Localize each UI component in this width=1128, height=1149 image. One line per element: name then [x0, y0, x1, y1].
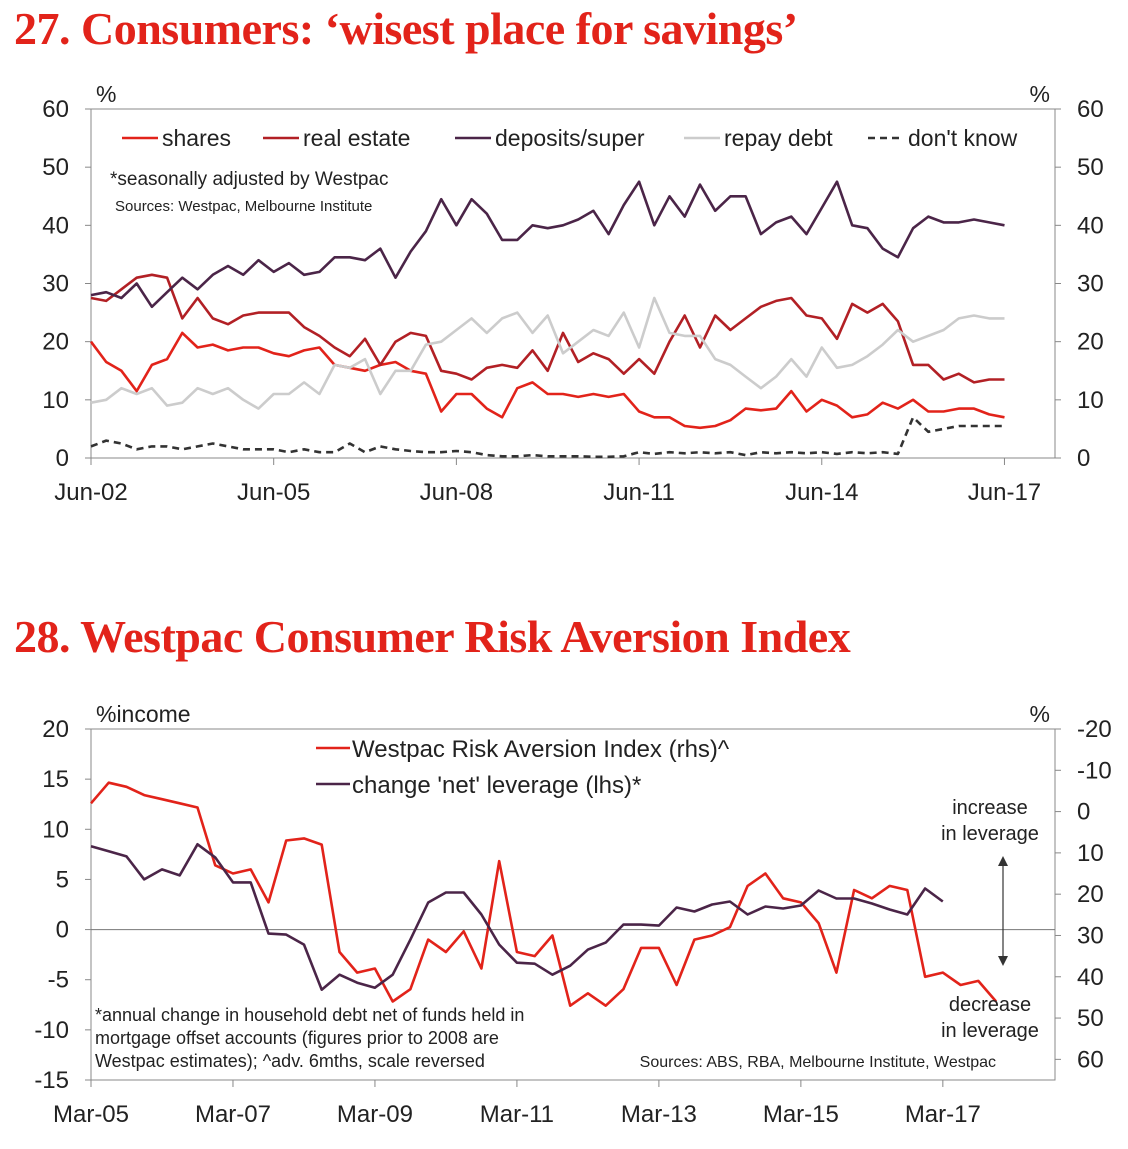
chart2-plot-frame [90, 728, 1056, 1081]
chart1-legend-label: don't know [908, 125, 1018, 151]
chart1-ytick-label-left: 40 [42, 212, 69, 239]
chart1-legend-label: deposits/super [495, 125, 645, 151]
chart1-series-real-estate [90, 273, 1005, 384]
chart2-xtick-label: Mar-17 [905, 1101, 981, 1128]
chart1-xtick-label: Jun-17 [968, 479, 1041, 506]
chart2-note-line: mortgage offset accounts (figures prior … [95, 1028, 499, 1048]
chart2-series-net-leverage [90, 843, 944, 991]
chart1-ytick-label-right: 40 [1077, 212, 1104, 239]
chart1-right-unit: % [1030, 81, 1050, 107]
chart1-ytick-label-right: 30 [1077, 271, 1104, 298]
chart2-ytick-label-left: -15 [34, 1067, 69, 1094]
chart2-series-risk-aversion [90, 781, 998, 1007]
chart2-annotation-increase: increase [952, 797, 1028, 819]
chart2-ytick-label-left: 10 [42, 816, 69, 843]
chart2-ytick-label-right: 30 [1077, 922, 1104, 949]
chart2-xtick-label: Mar-07 [195, 1101, 271, 1128]
chart1-legend-label: real estate [303, 125, 410, 151]
chart2-ytick-label-left: 15 [42, 766, 69, 793]
chart2-arrow-up-head [998, 856, 1008, 866]
chart1-note: *seasonally adjusted by Westpac [110, 169, 388, 190]
chart2-xtick-label: Mar-11 [480, 1101, 554, 1128]
chart1-ytick-label-right: 50 [1077, 154, 1104, 181]
chart2-legend-label: Westpac Risk Aversion Index (rhs)^ [352, 736, 730, 763]
chart2-ytick-label-right: -20 [1077, 716, 1112, 743]
chart2-ytick-label-right: 20 [1077, 881, 1104, 908]
chart2-left-unit: %income [96, 701, 191, 727]
chart1-series-don-t-know [90, 416, 1005, 459]
chart2-title: 28. Westpac Consumer Risk Aversion Index [14, 611, 851, 662]
chart2-note-line: *annual change in household debt net of … [95, 1005, 524, 1025]
chart1-ytick-label-left: 30 [42, 271, 69, 298]
chart2-right-unit: % [1030, 701, 1050, 727]
chart1-ytick-label-left: 20 [42, 329, 69, 356]
chart2-xtick-label: Mar-05 [53, 1101, 129, 1128]
chart1-xtick-label: Jun-14 [785, 479, 858, 506]
chart1-ytick-label-right: 0 [1077, 445, 1090, 472]
chart2-xtick-label: Mar-15 [763, 1101, 839, 1128]
chart1-ytick-label-left: 60 [42, 96, 69, 123]
chart2-legend-label: change 'net' leverage (lhs)* [352, 772, 641, 799]
chart2-ytick-label-left: 20 [42, 716, 69, 743]
chart2-ytick-label-left: 0 [56, 917, 69, 944]
chart1-savings: 0 0 10 10 20 20 30 30 40 40 50 50 60 60 Jun-02 Jun-05 Ju… [42, 81, 1104, 506]
chart1-xtick-label: Jun-08 [420, 479, 493, 506]
chart2-xtick-label: Mar-09 [337, 1101, 413, 1128]
chart2-note-line: Westpac estimates); ^adv. 6mths, scale r… [95, 1051, 485, 1071]
chart1-ytick-label-left: 0 [56, 445, 69, 472]
chart2-ytick-label-right: 0 [1077, 799, 1090, 826]
chart1-series-shares [89, 331, 1005, 430]
chart1-xtick-label: Jun-05 [237, 479, 310, 506]
chart2-ytick-label-left: -5 [48, 967, 69, 994]
chart1-xtick-label: Jun-11 [603, 479, 675, 506]
chart1-legend-label: repay debt [724, 125, 833, 151]
chart2-arrow-down-head [998, 956, 1008, 966]
chart2-ytick-label-right: 60 [1077, 1046, 1104, 1073]
chart1-ytick-label-right: 60 [1077, 96, 1104, 123]
chart2-annotation-decrease: in leverage [941, 1020, 1039, 1042]
chart1-ytick-label-right: 20 [1077, 329, 1104, 356]
chart1-ytick-label-left: 50 [42, 154, 69, 181]
chart1-xtick-label: Jun-02 [54, 479, 127, 506]
chart1-sources: Sources: Westpac, Melbourne Institute [115, 198, 372, 215]
chart2-annotation-increase: in leverage [941, 823, 1039, 845]
chart1-title: 27. Consumers: ‘wisest place for savings… [14, 3, 798, 54]
chart1-left-unit: % [96, 81, 116, 107]
chart2-ytick-label-right: -10 [1077, 757, 1112, 784]
chart1-series-deposits-super [90, 180, 1005, 309]
chart1-ytick-label-left: 10 [42, 387, 69, 414]
chart2-sources: Sources: ABS, RBA, Melbourne Institute, … [640, 1054, 996, 1071]
chart1-legend-label: shares [162, 125, 231, 151]
chart1-ytick-label-right: 10 [1077, 387, 1104, 414]
chart2-ytick-label-right: 50 [1077, 1005, 1104, 1032]
chart2-ytick-label-right: 10 [1077, 840, 1104, 867]
chart1-series-repay-debt [90, 296, 1005, 410]
chart2-annotation-decrease: decrease [949, 994, 1031, 1016]
chart2-ytick-label-right: 40 [1077, 964, 1104, 991]
chart2-ytick-label-left: 5 [56, 866, 69, 893]
chart2-ytick-label-left: -10 [34, 1017, 69, 1044]
chart2-xtick-label: Mar-13 [621, 1101, 697, 1128]
